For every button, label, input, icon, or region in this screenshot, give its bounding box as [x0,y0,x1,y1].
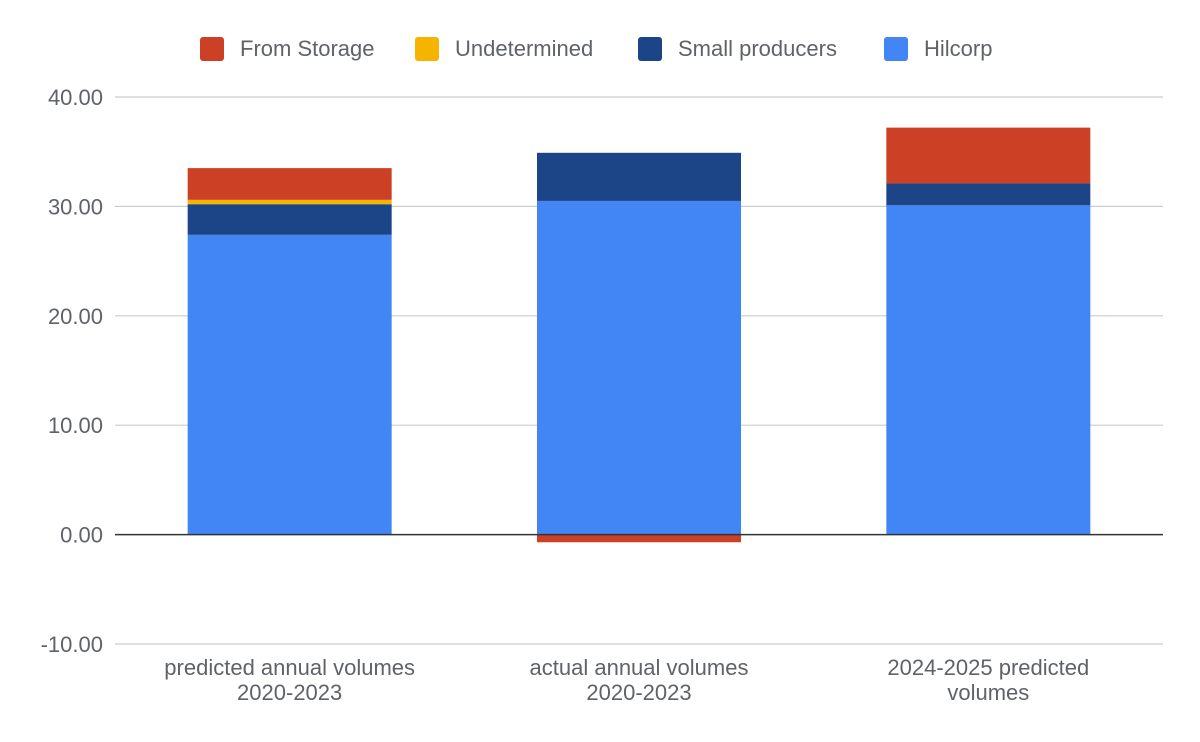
y-tick-label: 0.00 [60,523,103,548]
bar-hilcorp [187,234,392,535]
x-category-label: 2020-2023 [237,680,342,705]
bar-from-storage [537,534,741,543]
bar-stack-3 [886,127,1091,535]
x-axis-category-labels: predicted annual volumes2020-2023actual … [164,655,1089,705]
legend-swatch [200,37,224,61]
legend-label: Undetermined [455,36,593,61]
legend-item: Small producers [638,36,837,61]
x-category-label: volumes [947,680,1029,705]
legend-item: Undetermined [415,36,593,61]
legend-swatch [415,37,439,61]
bar-from-storage [187,168,392,200]
y-axis-tick-labels: 40.00 30.00 20.00 10.00 0.00 -10.00 [41,85,103,657]
y-tick-label: 10.00 [48,413,103,438]
bar-from-storage [886,127,1091,184]
legend-item: Hilcorp [884,36,992,61]
legend-item: From Storage [200,36,375,61]
legend-label: Small producers [678,36,837,61]
legend-swatch [638,37,662,61]
bar-stack-1 [187,168,392,535]
y-tick-label: 30.00 [48,194,103,219]
legend-label: Hilcorp [924,36,992,61]
y-tick-label: 20.00 [48,304,103,329]
bar-small-producers [187,204,392,235]
bar-small-producers [537,152,741,201]
legend-swatch [884,37,908,61]
chart-legend: From Storage Undetermined Small producers H… [200,36,992,61]
bar-hilcorp [886,205,1091,535]
bar-stack-2 [537,152,741,543]
bar-small-producers [886,183,1091,206]
x-category-label: actual annual volumes [530,655,749,680]
legend-label: From Storage [240,36,375,61]
x-category-label: predicted annual volumes [164,655,415,680]
x-category-label: 2024-2025 predicted [887,655,1089,680]
y-tick-label: 40.00 [48,85,103,110]
x-category-label: 2020-2023 [586,680,691,705]
y-tick-label: -10.00 [41,632,103,657]
bar-undetermined [187,199,392,205]
bar-stacks [187,127,1091,543]
bar-hilcorp [537,200,741,535]
